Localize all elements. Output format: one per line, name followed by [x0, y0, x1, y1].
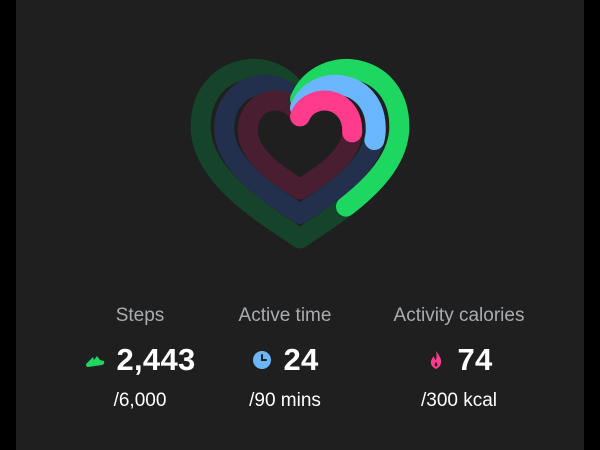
- steps-value: 2,443: [116, 342, 196, 377]
- steps-stat[interactable]: Steps 2,443 /6,000: [45, 300, 235, 416]
- calories-ring-progress: [237, 90, 363, 200]
- active-time-stat[interactable]: Active time 24 /90 mins: [190, 300, 380, 416]
- steps-ring-progress: [190, 59, 410, 249]
- steps-goal: /6,000: [113, 390, 167, 411]
- calories-value: 74: [457, 342, 493, 377]
- steps-label: Steps: [115, 305, 165, 326]
- calories-stat[interactable]: Activity calories 74 /300 kcal: [364, 300, 554, 416]
- activity-heart[interactable]: [0, 0, 600, 280]
- active-time-value: 24: [283, 342, 319, 377]
- active-time-goal: /90 mins: [249, 390, 321, 411]
- app-screen: [16, 0, 584, 450]
- calories-goal: /300 kcal: [420, 390, 498, 411]
- active-time-ring-progress: [214, 74, 386, 224]
- stats-row: Steps 2,443 /6,000 Active time 24 /90 mi…: [0, 300, 600, 420]
- activity-rings-chart: [190, 59, 410, 249]
- flame-icon: [425, 349, 447, 371]
- shoe-icon: [84, 349, 106, 371]
- active-time-label: Active time: [238, 305, 332, 326]
- calories-label: Activity calories: [393, 305, 525, 326]
- clock-icon: [251, 349, 273, 371]
